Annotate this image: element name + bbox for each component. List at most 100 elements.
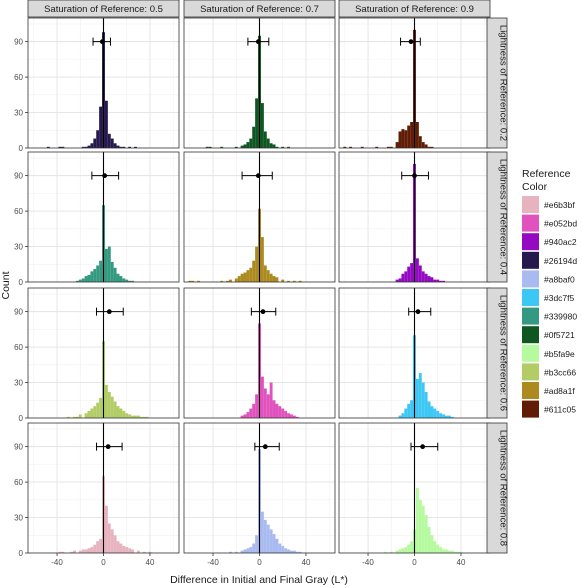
- y-tick-label: 60: [14, 343, 23, 352]
- histogram-bar: [75, 416, 79, 418]
- histogram-bar: [208, 146, 212, 148]
- histogram-bar: [243, 549, 247, 553]
- legend-label: #611c05: [544, 405, 576, 415]
- histogram-bar: [439, 280, 443, 282]
- histogram-bar: [287, 413, 290, 418]
- histogram-bar: [93, 269, 97, 282]
- histogram-bar: [404, 408, 408, 418]
- histogram-bar: [266, 524, 270, 553]
- row-strip-box: [486, 151, 508, 283]
- histogram-bar: [281, 146, 285, 148]
- histogram-bar: [278, 406, 282, 418]
- histogram-bar: [389, 146, 393, 148]
- histogram-bar: [113, 267, 117, 282]
- histogram-bar: [415, 488, 419, 553]
- histogram-bar: [407, 403, 411, 418]
- histogram-bar: [87, 145, 91, 148]
- histogram-bar: [99, 106, 103, 148]
- histogram-bar: [343, 146, 347, 148]
- mean-point: [255, 173, 261, 179]
- legend-label: #3dc7f5: [544, 293, 575, 303]
- histogram-bar: [418, 136, 422, 148]
- facet-panel: [183, 422, 336, 554]
- histogram-bar: [415, 258, 419, 282]
- legend-swatch: [522, 289, 539, 306]
- histogram-bar: [96, 265, 100, 282]
- histogram-bar: [427, 276, 431, 282]
- histogram-bar: [197, 280, 200, 282]
- histogram-bar: [125, 547, 129, 553]
- histogram-bar: [404, 271, 408, 282]
- histogram-bar: [128, 280, 132, 282]
- histogram-bar: [240, 273, 244, 282]
- histogram-bar: [424, 273, 428, 282]
- histogram-bar: [122, 410, 126, 418]
- histogram-bar: [421, 142, 425, 148]
- histogram-bar: [90, 547, 94, 553]
- histogram-bar: [427, 527, 431, 553]
- histogram-bar: [410, 122, 414, 148]
- histogram-bar: [188, 280, 192, 282]
- histogram-bar: [81, 278, 85, 282]
- y-tick-label: 60: [14, 207, 23, 216]
- panel-plot-area: [28, 18, 179, 148]
- col-strip-label: Saturation of Reference: 0.7: [200, 4, 319, 15]
- x-tick-label: -40: [51, 558, 63, 567]
- mean-point: [262, 444, 268, 450]
- histogram-bar: [450, 416, 454, 418]
- histogram-bar: [398, 131, 402, 148]
- histogram-bar: [287, 280, 290, 282]
- histogram-bar: [407, 266, 411, 282]
- histogram-bar: [61, 146, 65, 148]
- histogram-bar: [263, 265, 267, 282]
- histogram-bar: [70, 551, 74, 553]
- histogram-bar: [148, 551, 152, 553]
- x-tick-label: -40: [207, 558, 219, 567]
- y-tick-label: 60: [14, 478, 23, 487]
- histogram-bar: [272, 400, 276, 418]
- histogram-bar: [384, 551, 387, 553]
- axes-layer: 0 30 60 90 0 30 60 90 0 30 60 90 0 30 60 90 -40 0 40 -40 0 40…: [0, 38, 466, 586]
- legend-swatch: [522, 270, 539, 288]
- histogram-bar: [298, 280, 302, 282]
- histogram-bar: [427, 146, 431, 148]
- histogram-bar: [73, 416, 76, 418]
- histogram-bar: [81, 146, 85, 148]
- histogram-bar: [275, 538, 279, 553]
- y-tick-label: 30: [14, 243, 23, 252]
- histogram-bar: [401, 548, 405, 553]
- x-tick-label: 0: [101, 558, 106, 567]
- histogram-bar: [401, 413, 405, 418]
- histogram-bar: [107, 392, 111, 418]
- histogram-bar: [421, 382, 425, 418]
- histogram-bar: [272, 276, 276, 282]
- histogram-bar: [292, 280, 296, 282]
- histogram-bar: [78, 550, 82, 553]
- row-strip-box: [486, 422, 508, 554]
- facet-panel: [338, 17, 491, 149]
- histogram-bar: [191, 280, 195, 282]
- histogram-bar: [220, 280, 224, 282]
- col-strip-box: [183, 0, 336, 18]
- histogram-bar: [410, 400, 414, 418]
- legend-swatch: [522, 326, 539, 344]
- histogram-bar: [430, 406, 434, 418]
- histogram-bar: [260, 511, 264, 553]
- legend-label: #0f5721: [544, 330, 575, 340]
- histogram-bar: [131, 549, 134, 553]
- facet-panel: [27, 151, 180, 283]
- histogram-bar: [116, 273, 120, 282]
- histogram-bar: [421, 505, 425, 553]
- histogram-bar: [90, 143, 94, 148]
- histogram-bar: [125, 413, 129, 418]
- histogram-bar: [424, 392, 428, 418]
- histogram-bar: [410, 263, 414, 282]
- legend-label: #940ac2: [544, 237, 577, 247]
- y-tick-label: 90: [14, 172, 23, 181]
- row-strip-label: Lightness of Reference: 0.2: [498, 25, 509, 141]
- histogram-bar: [456, 551, 460, 553]
- histogram-bar: [110, 529, 114, 553]
- histogram-bar: [395, 550, 399, 553]
- histogram-bar: [240, 415, 244, 418]
